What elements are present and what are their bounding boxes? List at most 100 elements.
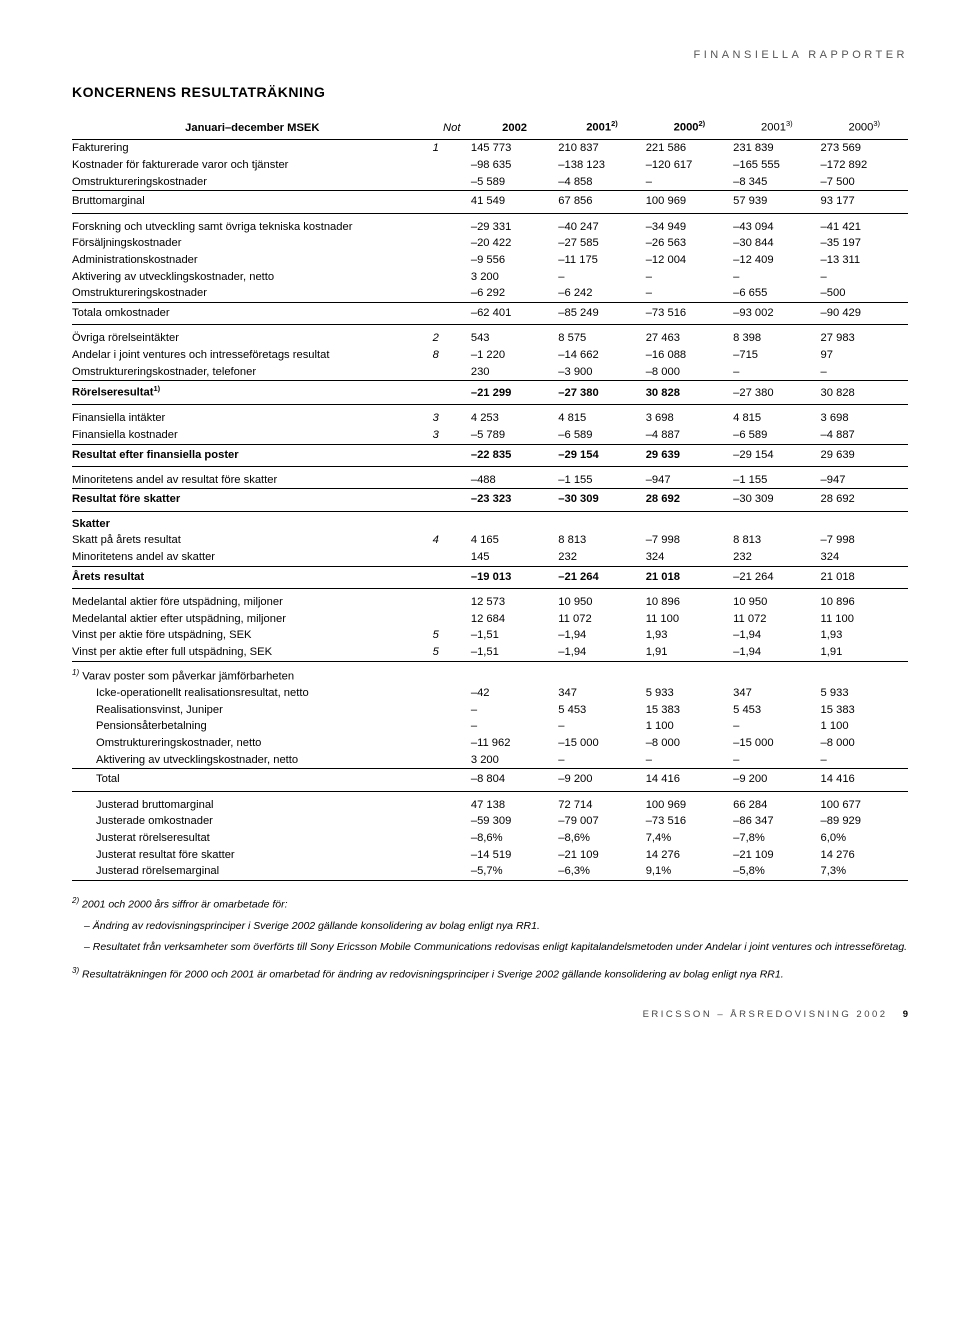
table-row: Fakturering1145 773210 837221 586231 839…	[72, 140, 908, 157]
row-value: –1,94	[558, 644, 645, 661]
row-value: 324	[821, 549, 908, 566]
row-label: Pensionsåterbetalning	[72, 718, 433, 735]
row-note-ref	[433, 702, 471, 719]
table-row: Icke-operationellt realisationsresultat,…	[72, 685, 908, 702]
table-row: Årets resultat–19 013–21 26421 018–21 26…	[72, 566, 908, 588]
row-value: –14 662	[558, 347, 645, 364]
row-value: 12 573	[471, 588, 558, 610]
page-title: KONCERNENS RESULTATRÄKNING	[72, 84, 908, 102]
table-row: Resultat efter finansiella poster–22 835…	[72, 444, 908, 466]
row-value: –1 220	[471, 347, 558, 364]
row-value: –30 844	[733, 235, 820, 252]
row-value: 12 684	[471, 610, 558, 627]
row-value: 47 138	[471, 791, 558, 813]
row-value: –488	[471, 466, 558, 489]
row-label: Justerat resultat före skatter	[72, 847, 433, 864]
row-value: –	[558, 269, 645, 286]
row-value: –30 309	[558, 489, 645, 511]
row-value: –6 655	[733, 285, 820, 302]
row-note-ref	[433, 735, 471, 752]
row-value: –86 347	[733, 813, 820, 830]
footnote-2-lead: 2001 och 2000 års siffror är omarbetade …	[82, 899, 287, 911]
table-row: Skatt på årets resultat44 1658 813–7 998…	[72, 532, 908, 549]
row-value: –8,6%	[471, 830, 558, 847]
row-value: –1 155	[733, 466, 820, 489]
row-value: –21 299	[471, 381, 558, 405]
row-value: –43 094	[733, 213, 820, 235]
row-value: –715	[733, 347, 820, 364]
row-value: 5 453	[733, 702, 820, 719]
row-value: 145 773	[471, 140, 558, 157]
row-value: –1,51	[471, 627, 558, 644]
row-label: Vinst per aktie efter full utspädning, S…	[72, 644, 433, 661]
row-value: –	[646, 285, 733, 302]
row-value: –120 617	[646, 157, 733, 174]
row-note-ref: 3	[433, 427, 471, 444]
row-note-ref	[433, 174, 471, 191]
row-value: 273 569	[821, 140, 908, 157]
row-value: 28 692	[646, 489, 733, 511]
row-value: 100 969	[646, 791, 733, 813]
row-value: –29 154	[733, 444, 820, 466]
table-row: Omstruktureringskostnader–5 589–4 858––8…	[72, 174, 908, 191]
row-value: 5 453	[558, 702, 645, 719]
note1-heading: 1) Varav poster som påverkar jämförbarhe…	[72, 661, 908, 685]
row-note-ref: 5	[433, 644, 471, 661]
row-value: 347	[558, 685, 645, 702]
table-row: Justerade omkostnader–59 309–79 007–73 5…	[72, 813, 908, 830]
row-note-ref	[433, 769, 471, 791]
col-2001b: 20013)	[733, 118, 820, 140]
table-row: Omstruktureringskostnader, netto–11 962–…	[72, 735, 908, 752]
row-label: Omstruktureringskostnader	[72, 285, 433, 302]
table-row: Medelantal aktier efter utspädning, milj…	[72, 610, 908, 627]
row-note-ref	[433, 847, 471, 864]
row-value: –41 421	[821, 213, 908, 235]
row-value: –13 311	[821, 252, 908, 269]
row-value: –14 519	[471, 847, 558, 864]
row-value: –26 563	[646, 235, 733, 252]
row-value: 324	[646, 549, 733, 566]
row-value: 41 549	[471, 191, 558, 213]
row-value: 21 018	[821, 566, 908, 588]
row-value: –4 858	[558, 174, 645, 191]
row-note-ref	[433, 489, 471, 511]
row-value: 57 939	[733, 191, 820, 213]
row-value: –	[646, 174, 733, 191]
row-value: 100 677	[821, 791, 908, 813]
row-label: Totala omkostnader	[72, 303, 433, 325]
table-row: Omstruktureringskostnader, telefoner230–…	[72, 364, 908, 381]
row-value: 145	[471, 549, 558, 566]
row-value: 1,93	[821, 627, 908, 644]
table-row: Försäljningskostnader–20 422–27 585–26 5…	[72, 235, 908, 252]
row-note-ref	[433, 303, 471, 325]
table-row: Finansiella intäkter34 2534 8153 6984 81…	[72, 405, 908, 427]
col-2002: 2002	[471, 118, 558, 140]
doc-section-header: FINANSIELLA RAPPORTER	[72, 48, 908, 62]
row-label: Justerade omkostnader	[72, 813, 433, 830]
row-value: –11 175	[558, 252, 645, 269]
footnote-2b: – Resultatet från verksamheter som överf…	[72, 940, 908, 955]
row-note-ref	[433, 685, 471, 702]
table-row: Forskning och utveckling samt övriga tek…	[72, 213, 908, 235]
row-value: 4 165	[471, 532, 558, 549]
row-value: 3 698	[821, 405, 908, 427]
row-value: –	[646, 752, 733, 769]
row-value: 5 933	[646, 685, 733, 702]
row-value: –6,3%	[558, 863, 645, 880]
table-row: Pensionsåterbetalning––1 100–1 100	[72, 718, 908, 735]
row-value: –	[821, 752, 908, 769]
row-label: Övriga rörelseintäkter	[72, 325, 433, 347]
row-value: 29 639	[646, 444, 733, 466]
row-value: 1 100	[646, 718, 733, 735]
row-value: –947	[646, 466, 733, 489]
row-value: –16 088	[646, 347, 733, 364]
col-not: Not	[433, 118, 471, 140]
footnote-3: Resultaträkningen för 2000 och 2001 är o…	[82, 969, 784, 981]
row-value: –19 013	[471, 566, 558, 588]
row-label: Aktivering av utvecklingskostnader, nett…	[72, 269, 433, 286]
row-value: –93 002	[733, 303, 820, 325]
row-value: –11 962	[471, 735, 558, 752]
row-note-ref	[433, 549, 471, 566]
row-note-ref	[433, 444, 471, 466]
row-value: –9 200	[558, 769, 645, 791]
